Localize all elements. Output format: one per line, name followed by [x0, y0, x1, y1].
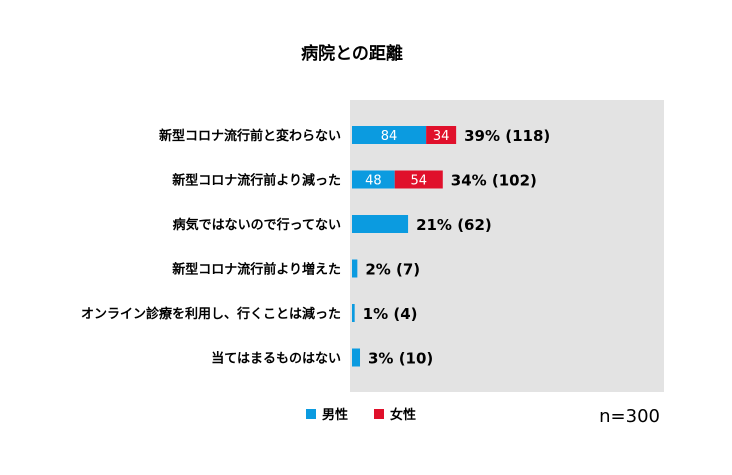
bar-segment-female: [426, 126, 457, 144]
legend-swatch-male: [306, 409, 316, 419]
total-label: 3% (10): [368, 350, 433, 368]
sample-size: n=300: [599, 406, 660, 427]
segment-label-female: 54: [410, 174, 427, 189]
total-label: 34% (102): [451, 172, 537, 190]
legend-label-female: 女性: [390, 407, 416, 423]
chart-title: 病院との距離: [301, 43, 403, 64]
segment-label-male: 84: [381, 129, 398, 144]
bar-total: [352, 215, 409, 233]
bar-segment-male: [352, 126, 427, 144]
category-label: 新型コロナ流行前より増えた: [172, 262, 341, 278]
bar-segment-female: [394, 170, 443, 189]
category-label: 新型コロナ流行前と変わらない: [159, 128, 341, 144]
category-label: 病気ではないので行ってない: [173, 217, 341, 233]
category-label: 新型コロナ流行前より減った: [172, 173, 341, 189]
bar-total: [352, 348, 361, 367]
bar-total: [352, 259, 358, 278]
plot-background: [350, 100, 664, 392]
segment-label-female: 34: [433, 129, 450, 144]
bar-rows: 新型コロナ流行前と変わらない 84 34 39% (118) 新型コロナ流行前より減った…: [81, 126, 550, 368]
bar-total: [352, 304, 355, 322]
category-label: オンライン診療を利用し、行くことは減った: [81, 306, 341, 322]
bar-segment-male: [352, 170, 395, 189]
total-label: 39% (118): [464, 127, 550, 145]
legend-label-male: 男性: [322, 407, 348, 423]
total-label: 1% (4): [363, 305, 418, 323]
legend: 男性 女性: [306, 407, 416, 423]
total-label: 2% (7): [365, 261, 420, 279]
legend-swatch-female: [374, 409, 384, 419]
category-label: 当てはまるものはない: [211, 351, 341, 367]
total-label: 21% (62): [416, 216, 492, 234]
segment-label-male: 48: [365, 174, 382, 189]
